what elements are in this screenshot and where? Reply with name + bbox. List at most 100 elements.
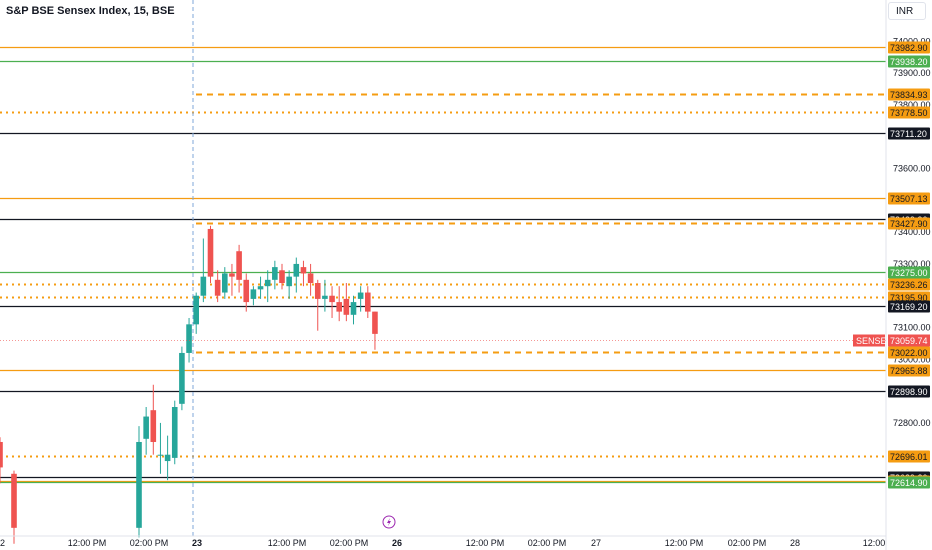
- time-tick-label: 27: [591, 538, 601, 548]
- candle-body: [236, 251, 242, 280]
- price-level-label-bg: [888, 266, 930, 279]
- candle-body: [357, 292, 364, 299]
- price-level-label-bg: [888, 450, 930, 463]
- last-price-value-bg: [888, 334, 930, 347]
- candle-body: [293, 263, 300, 277]
- candle-body: [157, 454, 164, 456]
- candle-body: [272, 267, 278, 280]
- price-level-label: 73778.50: [890, 108, 928, 118]
- price-level-label: 72614.90: [890, 478, 928, 488]
- price-level-label-bg: [888, 364, 930, 377]
- price-level-label-bg: [888, 106, 930, 119]
- lightning-icon-glyph: [387, 518, 391, 526]
- price-level-label: 73169.20: [890, 302, 928, 312]
- candle-body: [243, 279, 250, 303]
- candle-body: [365, 292, 371, 312]
- time-tick-label: 2: [0, 538, 5, 548]
- last-price-name-bg: [853, 334, 885, 347]
- price-tick-label: 73900.00: [893, 68, 931, 78]
- price-level-label: 73022.00: [890, 348, 928, 358]
- chart-title: S&P BSE Sensex Index, 15, BSE: [6, 5, 175, 17]
- candle-body: [214, 279, 221, 296]
- candle-body: [171, 407, 178, 458]
- time-tick-label: 28: [790, 538, 800, 548]
- candle-body: [150, 410, 157, 442]
- candle-body: [143, 416, 149, 439]
- price-level-label: 73275.00: [890, 268, 928, 278]
- price-level-label: 73427.90: [890, 219, 928, 229]
- candle-body: [0, 441, 3, 468]
- price-tick-label: 73000.00: [893, 354, 931, 364]
- price-level-label-bg: [888, 476, 930, 489]
- price-tick-label: 73800.00: [893, 100, 931, 110]
- time-tick-label: 12:00: [863, 538, 886, 548]
- candle-body: [264, 279, 271, 287]
- candle-body: [193, 295, 199, 325]
- price-tick-label: 74000.00: [893, 36, 931, 46]
- price-level-label: 73507.13: [890, 194, 928, 204]
- candle-body: [286, 276, 292, 287]
- price-tick-label: 73300.00: [893, 259, 931, 269]
- candle-body: [229, 273, 235, 277]
- price-level-label-bg: [888, 385, 930, 398]
- candle-body: [350, 302, 357, 315]
- price-level-label-bg: [888, 217, 930, 230]
- candle-body: [200, 276, 207, 296]
- price-level-label-bg: [888, 127, 930, 140]
- candle-body: [186, 324, 192, 353]
- time-tick-label: 23: [192, 538, 202, 548]
- candle-body: [279, 270, 285, 284]
- candle-body: [179, 352, 185, 404]
- time-tick-label: 12:00 PM: [665, 538, 704, 548]
- price-level-label: 72965.88: [890, 366, 928, 376]
- price-level-label-bg: [888, 41, 930, 54]
- last-price-value: 73059.74: [890, 336, 928, 346]
- time-tick-label: 12:00 PM: [268, 538, 307, 548]
- price-tick-label: 73400.00: [893, 227, 931, 237]
- candle-body: [336, 302, 342, 312]
- candle-body: [372, 311, 378, 334]
- time-tick-label: 12:00 PM: [466, 538, 505, 548]
- price-tick-label: 72800.00: [893, 418, 931, 428]
- candle-body: [322, 295, 328, 299]
- price-level-label: 73938.20: [890, 57, 928, 67]
- candle-body: [343, 298, 350, 315]
- price-level-label: 73711.20: [890, 129, 927, 139]
- price-level-label: 73236.26: [890, 280, 928, 290]
- price-level-label: 72898.90: [890, 387, 928, 397]
- candle-body: [314, 283, 321, 299]
- time-tick-label: 02:00 PM: [130, 538, 169, 548]
- time-tick-label: 26: [392, 538, 402, 548]
- candle-body: [222, 273, 228, 293]
- price-level-label-bg: [888, 88, 930, 101]
- level-labels: 73982.90 73938.20 73834.93 73778.50 73711.20…: [0, 41, 930, 489]
- time-tick-label: 12:00 PM: [68, 538, 107, 548]
- time-tick-label: 02:00 PM: [528, 538, 567, 548]
- candle-body: [257, 286, 264, 290]
- price-level-label-bg: [888, 192, 930, 205]
- candle-body: [329, 295, 335, 303]
- time-axis: 2 12:00 PM 02:00 PM 23 12:00 PM 02:00 PM 26 12:…: [0, 515, 886, 548]
- last-price-name: SENSEX: [856, 336, 893, 346]
- price-tick-label: 73600.00: [893, 164, 931, 174]
- candle-body: [207, 228, 214, 277]
- candle-body: [300, 267, 307, 274]
- price-level-label-bg: [888, 278, 930, 291]
- price-level-label: 73195.90: [890, 293, 928, 303]
- price-level-label: 73834.93: [890, 90, 928, 100]
- price-level-label-bg: [888, 55, 930, 68]
- currency-button[interactable]: INR: [888, 2, 926, 20]
- time-tick-label: 02:00 PM: [728, 538, 767, 548]
- price-levels: [0, 46, 886, 484]
- price-tick-label: 73100.00: [893, 323, 931, 333]
- candle-body: [164, 454, 171, 462]
- price-level-label-bg: [888, 346, 930, 359]
- candle-body: [250, 289, 257, 299]
- price-axis: 74000.00 73900.00 73800.00 73600.00 73400.00…: [885, 0, 931, 550]
- price-level-label: 73982.90: [890, 43, 928, 53]
- time-tick-label: 02:00 PM: [330, 538, 369, 548]
- candle-body: [11, 473, 17, 528]
- candle-body: [307, 273, 314, 284]
- candle-body: [136, 441, 142, 528]
